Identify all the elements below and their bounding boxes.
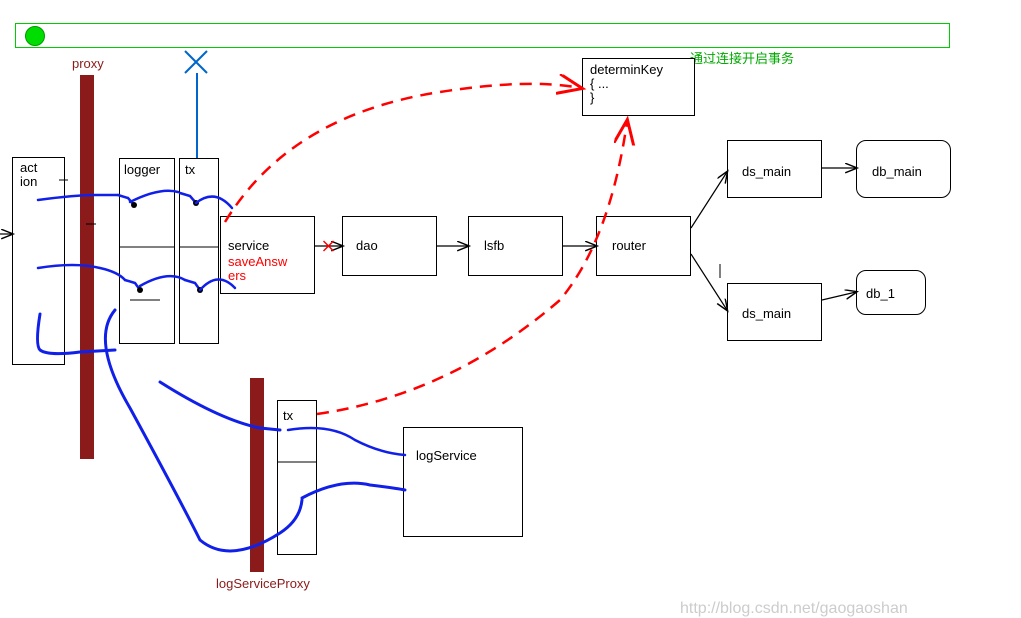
proxy-bar — [80, 75, 94, 459]
logger-box — [119, 158, 175, 344]
ds-main-2-box — [727, 283, 822, 341]
svg-text:logServiceProxy: logServiceProxy — [216, 576, 310, 591]
log-service-box — [403, 427, 523, 537]
router-box — [596, 216, 691, 276]
transaction-label: 通过连接开启事务 — [690, 48, 794, 67]
tx-box — [179, 158, 219, 344]
service-box — [220, 216, 315, 294]
green-dot-icon — [25, 26, 45, 46]
watermark: http://blog.csdn.net/gaogaoshan — [680, 600, 908, 618]
lsfb-box — [468, 216, 563, 276]
transaction-bar — [15, 23, 950, 48]
db-main-box — [856, 140, 951, 198]
tx-2-box — [277, 400, 317, 555]
db-1-box — [856, 270, 926, 315]
log-service-proxy-bar — [250, 378, 264, 572]
determin-key-box — [582, 58, 695, 116]
action-box — [12, 157, 65, 365]
dao-box — [342, 216, 437, 276]
ds-main-1-box — [727, 140, 822, 198]
svg-text:proxy: proxy — [72, 56, 104, 71]
